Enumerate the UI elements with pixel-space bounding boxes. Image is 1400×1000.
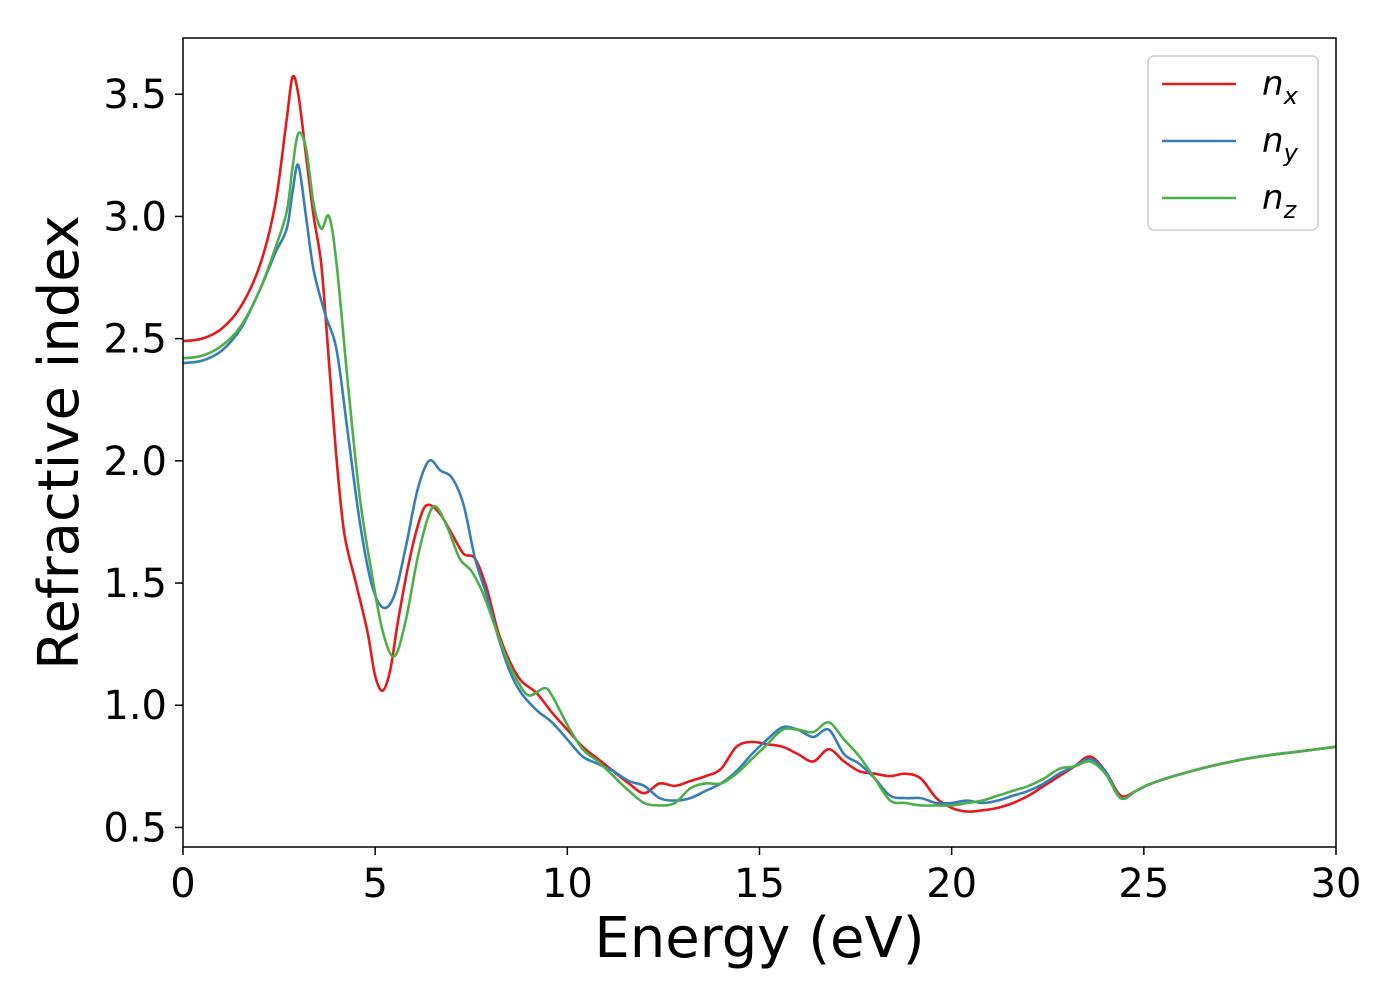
y-tick-label: 1.0 (103, 683, 167, 729)
y-tick-label: 2.5 (103, 317, 167, 363)
series-line-y (183, 163, 1336, 805)
x-tick-label: 30 (1311, 861, 1362, 907)
legend-label-z: nz (1262, 178, 1298, 224)
y-tick-label: 3.5 (103, 72, 167, 118)
x-axis-ticks: 0 5 10 15 20 25 30 (170, 847, 1361, 907)
x-tick-label: 15 (734, 861, 785, 907)
x-tick-label: 5 (362, 861, 387, 907)
y-axis-ticks: 0.5 1.0 1.5 2.0 2.5 3.0 3.5 (103, 72, 183, 851)
y-axis-title: Refractive index (27, 215, 92, 670)
series-layer (183, 74, 1336, 813)
y-tick-label: 0.5 (103, 805, 167, 851)
y-tick-label: 2.0 (103, 439, 167, 485)
x-tick-label: 10 (542, 861, 593, 907)
legend: nx ny nz (1147, 55, 1319, 231)
legend-box (1147, 55, 1319, 231)
series-line-x (183, 74, 1336, 813)
legend-label-y: ny (1262, 121, 1299, 167)
y-tick-label: 1.5 (103, 561, 167, 607)
y-tick-label: 3.0 (103, 194, 167, 240)
series-line-z (183, 131, 1336, 807)
x-tick-label: 20 (926, 861, 977, 907)
legend-label-x: nx (1262, 64, 1299, 110)
x-tick-label: 25 (1118, 861, 1169, 907)
x-tick-label: 0 (170, 861, 195, 907)
x-axis-title: Energy (eV) (594, 906, 924, 971)
